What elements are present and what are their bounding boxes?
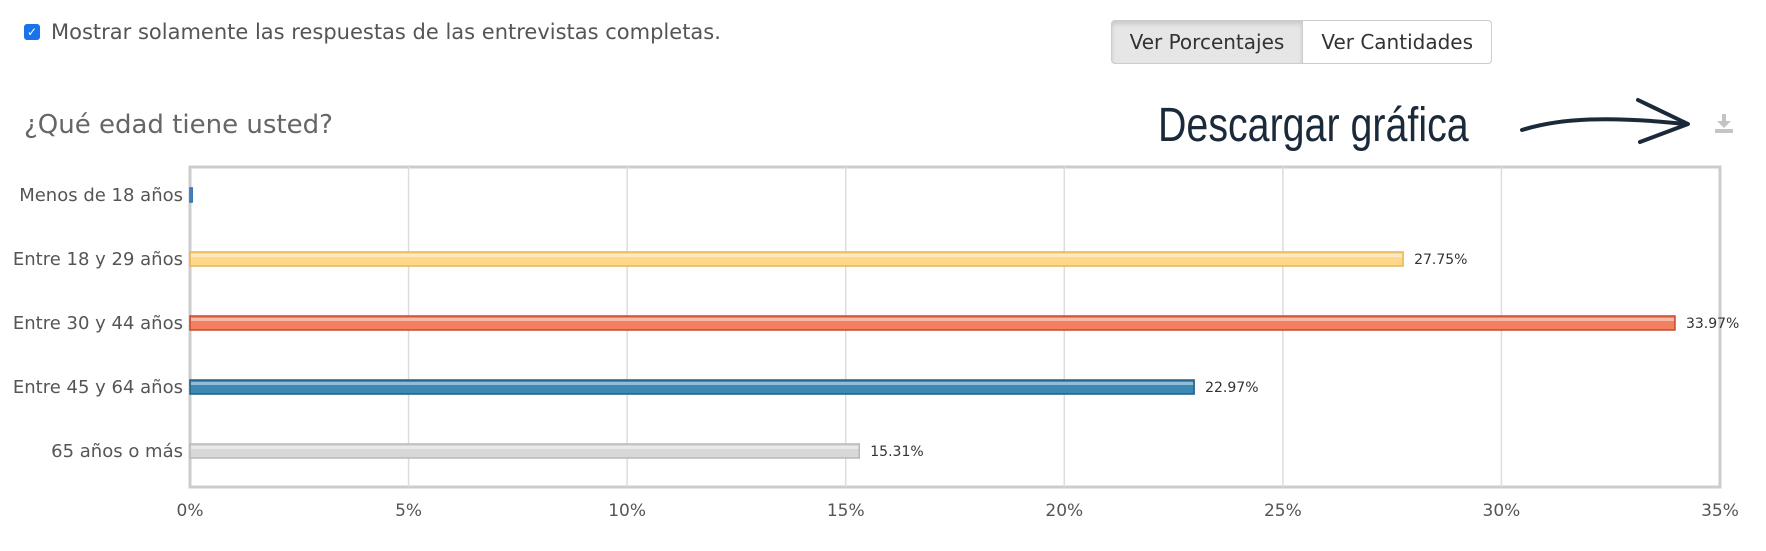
bar-highlight <box>191 446 859 449</box>
data-label: 15.31% <box>870 444 923 460</box>
bar <box>189 315 1676 331</box>
filter-row: ✓ Mostrar solamente las respuestas de la… <box>24 20 721 44</box>
annotation-arrow-icon <box>1520 98 1690 144</box>
x-tick-label: 15% <box>827 501 865 521</box>
x-tick-label: 5% <box>395 501 422 521</box>
x-tick-label: 20% <box>1045 501 1083 521</box>
x-tick-label: 0% <box>177 501 204 521</box>
category-label: Entre 45 y 64 años <box>13 377 183 398</box>
x-tick-label: 25% <box>1264 501 1302 521</box>
bar <box>189 379 1195 395</box>
bar-highlight <box>191 318 1674 321</box>
bar-highlight <box>191 254 1403 257</box>
category-label: 65 años o más <box>51 441 183 462</box>
complete-interviews-checkbox[interactable]: ✓ <box>24 24 40 40</box>
bar <box>189 443 861 459</box>
download-annotation-text: Descargar gráfica <box>1158 99 1469 152</box>
view-toggle-group: Ver Porcentajes Ver Cantidades <box>1110 20 1492 64</box>
download-icon[interactable] <box>1713 112 1735 134</box>
bar-highlight <box>191 382 1194 385</box>
category-label: Entre 18 y 29 años <box>13 249 183 270</box>
data-label: 22.97% <box>1205 380 1258 396</box>
bar <box>189 251 1404 267</box>
show-percentages-button[interactable]: Ver Porcentajes <box>1110 20 1303 64</box>
bar <box>189 187 193 203</box>
show-counts-button[interactable]: Ver Cantidades <box>1302 20 1492 64</box>
x-tick-label: 35% <box>1701 501 1739 521</box>
complete-interviews-label: Mostrar solamente las respuestas de las … <box>51 20 721 44</box>
data-label: 33.97% <box>1686 316 1739 332</box>
category-label: Entre 30 y 44 años <box>13 313 183 334</box>
x-tick-label: 10% <box>608 501 646 521</box>
category-label: Menos de 18 años <box>19 185 183 206</box>
question-title: ¿Qué edad tiene usted? <box>24 110 333 140</box>
x-tick-label: 30% <box>1483 501 1521 521</box>
data-label: 27.75% <box>1414 252 1467 268</box>
